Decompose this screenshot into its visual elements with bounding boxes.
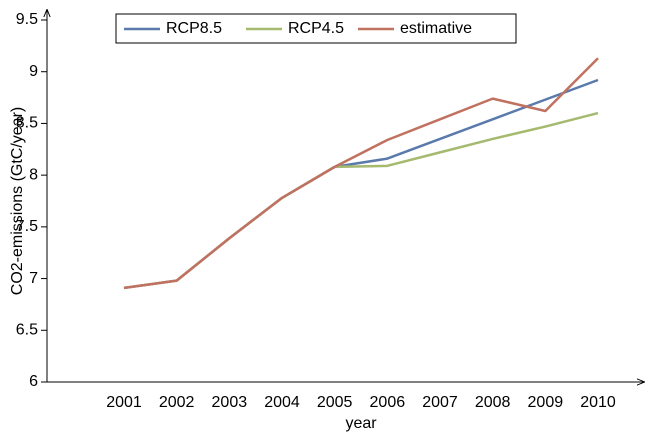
y-tick-label: 9.5: [16, 11, 38, 28]
x-tick-label: 2003: [212, 394, 248, 411]
y-tick-label: 8.5: [16, 115, 38, 132]
x-tick-label: 2009: [528, 394, 564, 411]
series-line: [123, 78, 599, 290]
x-tick-label: 2010: [580, 394, 616, 411]
series-line: [123, 111, 599, 290]
legend-label: RCP4.5: [288, 20, 344, 37]
y-axis-title: CO2-emissions (GtC/year): [9, 107, 26, 295]
x-tick-label: 2005: [317, 394, 353, 411]
x-tick-label: 2001: [106, 394, 142, 411]
y-tick-label: 6: [29, 373, 38, 390]
x-tick-label: 2007: [422, 394, 458, 411]
y-tick-label: 6.5: [16, 322, 38, 339]
legend: [115, 13, 517, 44]
y-tick-label: 8: [29, 166, 38, 183]
x-tick-label: 2006: [370, 394, 406, 411]
x-axis-title: year: [345, 415, 377, 432]
y-tick-label: 7: [29, 270, 38, 287]
series-line: [123, 57, 599, 290]
y-tick-label: 7.5: [16, 218, 38, 235]
x-tick-label: 2004: [264, 394, 300, 411]
x-tick-label: 2002: [159, 394, 195, 411]
legend-label: RCP8.5: [166, 20, 222, 37]
y-tick-label: 9: [29, 63, 38, 80]
x-tick-label: 2008: [475, 394, 511, 411]
legend-label: estimative: [400, 20, 472, 37]
